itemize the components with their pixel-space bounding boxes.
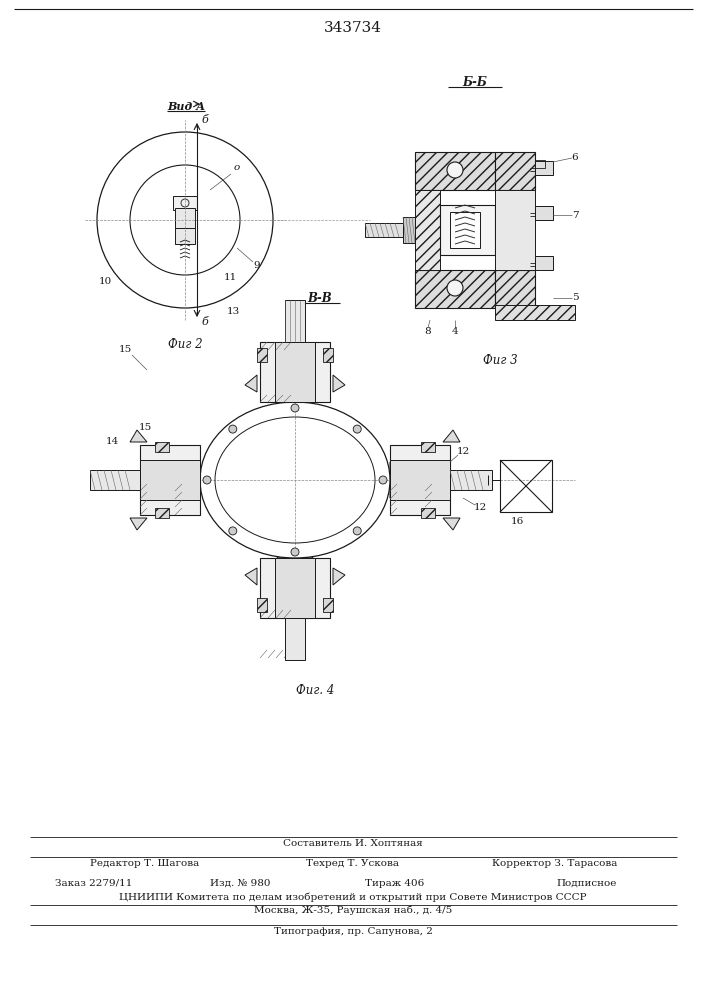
Text: Изд. № 980: Изд. № 980 [210,879,271,888]
Bar [535,160,545,168]
Polygon shape [245,375,257,392]
Bar [495,305,575,320]
Text: В-В: В-В [308,292,332,304]
Text: Типография, пр. Сапунова, 2: Типография, пр. Сапунова, 2 [274,928,433,936]
Polygon shape [277,402,313,412]
Bar [495,190,535,270]
Bar [415,190,440,270]
Bar [323,598,333,612]
Polygon shape [443,430,460,442]
Bar [175,228,195,244]
Text: Редактор Т. Шагова: Редактор Т. Шагова [90,858,199,867]
Text: 7: 7 [572,211,578,220]
Bar [535,206,553,220]
Ellipse shape [379,476,387,484]
Bar [421,442,435,452]
Bar [275,558,315,618]
Bar [257,348,267,362]
Polygon shape [130,430,147,442]
Polygon shape [130,518,147,530]
Bar [415,152,495,190]
Ellipse shape [229,425,237,433]
Text: 5: 5 [572,294,578,302]
Text: 12: 12 [474,504,486,512]
Text: Заказ 2279/11: Заказ 2279/11 [55,879,132,888]
Text: 9: 9 [254,260,260,269]
Bar [495,270,535,308]
Bar [140,460,200,500]
Text: 4: 4 [452,328,458,336]
Text: Москва, Ж-35, Раушская наб., д. 4/5: Москва, Ж-35, Раушская наб., д. 4/5 [254,905,452,915]
Bar [495,152,535,190]
Polygon shape [390,462,400,498]
Bar [260,342,330,402]
Bar [257,598,267,612]
Ellipse shape [354,425,361,433]
Polygon shape [443,518,460,530]
Text: 15: 15 [139,424,151,432]
Text: о: о [234,163,240,172]
Bar [500,460,552,512]
Bar [275,342,315,402]
Text: 8: 8 [425,328,431,336]
Text: 14: 14 [105,438,119,446]
Text: 15: 15 [118,346,132,355]
Bar [450,470,492,490]
Text: ЦНИИПИ Комитета по делам изобретений и открытий при Совете Министров СССР: ЦНИИПИ Комитета по делам изобретений и о… [119,892,587,902]
Polygon shape [245,568,257,585]
Bar [90,470,140,490]
Bar [440,205,495,255]
Text: Б-Б: Б-Б [462,76,487,89]
Bar [535,256,553,270]
Text: 12: 12 [457,448,469,456]
Text: 11: 11 [223,273,237,282]
Bar [365,223,403,237]
Text: 13: 13 [226,308,240,316]
Bar [285,300,305,342]
Bar [415,270,495,308]
Text: Фиг. 4: Фиг. 4 [296,684,334,696]
Bar [421,508,435,518]
Polygon shape [277,548,313,558]
Ellipse shape [447,280,463,296]
Bar [155,508,169,518]
Bar [260,558,330,618]
Bar [390,445,450,515]
Ellipse shape [354,527,361,535]
Bar [390,460,450,500]
Bar [285,618,305,660]
Text: Тираж 406: Тираж 406 [365,879,424,888]
Text: Техред Т. Ускова: Техред Т. Ускова [307,858,399,867]
Bar [155,442,169,452]
Text: 343734: 343734 [324,21,382,35]
Bar [175,208,195,228]
Polygon shape [190,462,200,498]
Text: 6: 6 [572,153,578,162]
Bar [450,212,480,248]
Text: Вид А: Вид А [167,102,205,112]
Text: Фиг 2: Фиг 2 [168,338,202,352]
Text: 16: 16 [510,518,524,526]
Text: б: б [201,317,208,327]
Bar [140,445,200,515]
Ellipse shape [229,527,237,535]
Bar [323,348,333,362]
Ellipse shape [203,476,211,484]
Text: Составитель И. Хоптяная: Составитель И. Хоптяная [283,838,423,848]
Ellipse shape [291,548,299,556]
Ellipse shape [291,404,299,412]
Polygon shape [333,568,345,585]
Text: б: б [201,115,208,125]
Text: 10: 10 [98,277,112,286]
Bar [535,161,553,175]
Text: Подписное: Подписное [556,879,617,888]
Bar [403,217,415,243]
Text: Фиг 3: Фиг 3 [483,354,518,366]
Ellipse shape [200,402,390,558]
Polygon shape [333,375,345,392]
Bar [173,196,197,210]
Text: Корректор З. Тарасова: Корректор З. Тарасова [491,858,617,867]
Ellipse shape [447,162,463,178]
